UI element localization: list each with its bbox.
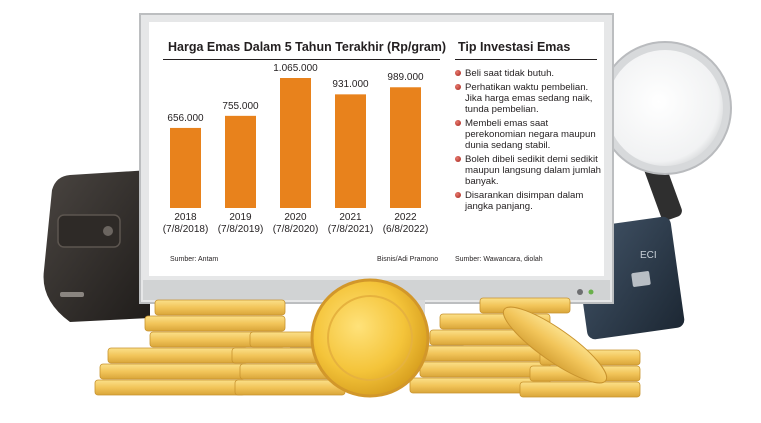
- chart-title: Harga Emas Dalam 5 Tahun Terakhir (Rp/gr…: [168, 40, 447, 54]
- value-label: 931.000: [332, 79, 369, 91]
- bar-2022: [390, 87, 421, 208]
- category-date: (7/8/2020): [272, 224, 319, 235]
- value-label: 989.000: [387, 72, 424, 84]
- category-year: 2019: [229, 212, 252, 223]
- value-label: 656.000: [167, 112, 204, 124]
- chart-source: Sumber: Antam: [170, 256, 219, 263]
- tip-text: Membeli emas saat perekonomian negara ma…: [465, 118, 596, 151]
- category-label: 2021 (7/8/2021): [311, 212, 391, 236]
- category-label: 2022 (6/8/2022): [366, 212, 446, 236]
- tip-item: Perhatikan waktu pembelian. Jika harga e…: [455, 82, 603, 115]
- tip-text: Boleh dibeli sedikit demi sedikit maupun…: [465, 154, 601, 187]
- category-label: 2018 (7/8/2018): [146, 212, 226, 236]
- tip-item: Membeli emas saat perekonomian negara ma…: [455, 118, 603, 151]
- tip-text: Disarankan disimpan dalam jangka panjang…: [465, 190, 584, 212]
- bullet-icon: [455, 84, 461, 90]
- category-year: 2021: [339, 212, 362, 223]
- tips-list: Beli saat tidak butuh. Perhatikan waktu p…: [455, 68, 603, 215]
- bullet-icon: [455, 192, 461, 198]
- value-label: 755.000: [222, 100, 259, 112]
- category-date: (7/8/2021): [327, 224, 374, 235]
- bullet-icon: [455, 70, 461, 76]
- category-label: 2019 (7/8/2019): [201, 212, 281, 236]
- bar-2019: [225, 115, 256, 208]
- bar-2020: [280, 78, 311, 208]
- tip-text: Beli saat tidak butuh.: [465, 68, 555, 79]
- category-date: (6/8/2022): [382, 224, 429, 235]
- tips-source: Sumber: Wawancara, diolah: [455, 256, 543, 263]
- coin-stack: [94, 278, 641, 398]
- tips-title-underline: [455, 59, 597, 60]
- tip-item: Disarankan disimpan dalam jangka panjang…: [455, 190, 603, 212]
- category-year: 2022: [394, 212, 417, 223]
- tip-item: Beli saat tidak butuh.: [455, 68, 603, 79]
- category-date: (7/8/2018): [162, 224, 209, 235]
- category-label: 2020 (7/8/2020): [256, 212, 336, 236]
- wallet-icon: [43, 170, 150, 322]
- value-label: 1.065.000: [273, 63, 318, 74]
- tip-text: Perhatikan waktu pembelian. Jika harga e…: [465, 82, 593, 115]
- category-year: 2020: [284, 212, 307, 223]
- chart-title-underline: [163, 59, 440, 60]
- chart-credit: Bisnis/Adi Pramono: [377, 256, 439, 263]
- magnifier-icon: [598, 41, 732, 221]
- bullet-icon: [455, 120, 461, 126]
- svg-text:ECI: ECI: [640, 250, 657, 261]
- tips-title: Tip Investasi Emas: [458, 40, 571, 54]
- monitor-screen: [149, 22, 604, 276]
- bullet-icon: [455, 156, 461, 162]
- bar-2021: [335, 94, 366, 208]
- category-year: 2018: [174, 212, 197, 223]
- category-date: (7/8/2019): [217, 224, 264, 235]
- tip-item: Boleh dibeli sedikit demi sedikit maupun…: [455, 154, 603, 187]
- bar-2018: [170, 127, 201, 208]
